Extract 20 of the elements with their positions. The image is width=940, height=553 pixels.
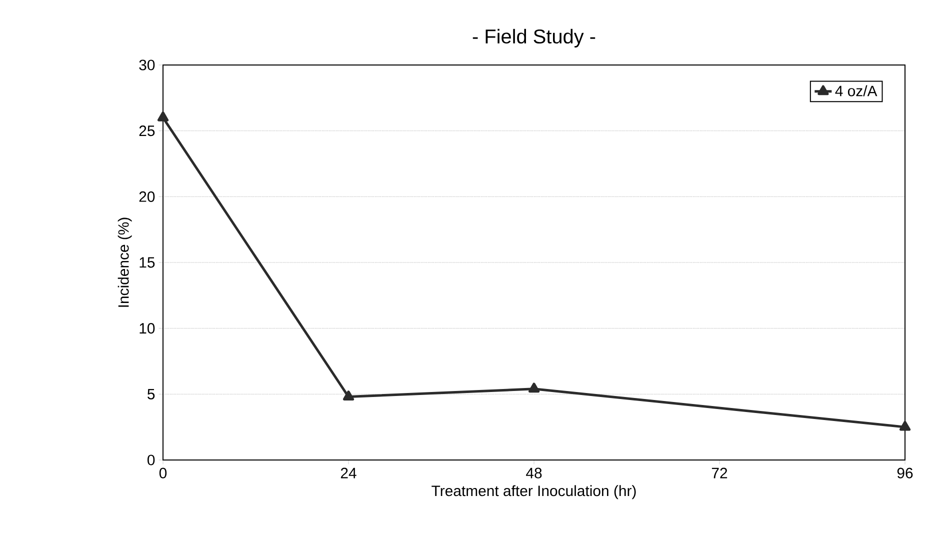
x-tick-label: 72 — [712, 468, 728, 478]
y-tick-label: 30 — [139, 60, 155, 70]
point — [899, 420, 911, 431]
x-tick-label: 48 — [526, 468, 542, 478]
point — [157, 111, 169, 122]
x-axis-title: Treatment after Inoculation (hr) — [432, 485, 636, 500]
point — [342, 390, 354, 401]
y-tick-label: 5 — [148, 388, 155, 400]
legend-label: 4 oz/A — [835, 85, 878, 96]
point — [528, 382, 540, 393]
chart-title: - Field Study - — [472, 28, 596, 48]
y-axis-title: Incidence (%) — [118, 218, 132, 307]
x-tick-label: 96 — [897, 468, 913, 478]
y-tick-label: 0 — [148, 454, 155, 466]
x-tick-label: 24 — [340, 468, 356, 478]
x-tick-label: 0 — [159, 468, 167, 478]
y-tick-label: 25 — [139, 126, 155, 136]
y-tick-label: 10 — [140, 323, 155, 334]
y-tick-label: 15 — [140, 257, 155, 268]
y-tick-label: 20 — [139, 191, 155, 202]
